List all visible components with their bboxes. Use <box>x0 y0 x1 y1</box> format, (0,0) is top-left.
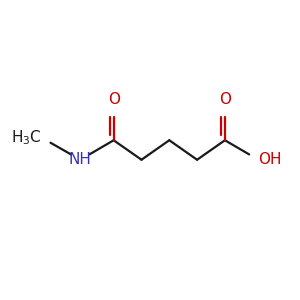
Text: OH: OH <box>258 152 282 167</box>
Text: H$_3$C: H$_3$C <box>11 128 41 147</box>
Text: NH: NH <box>69 152 92 167</box>
Text: O: O <box>108 92 120 107</box>
Text: O: O <box>219 92 231 107</box>
